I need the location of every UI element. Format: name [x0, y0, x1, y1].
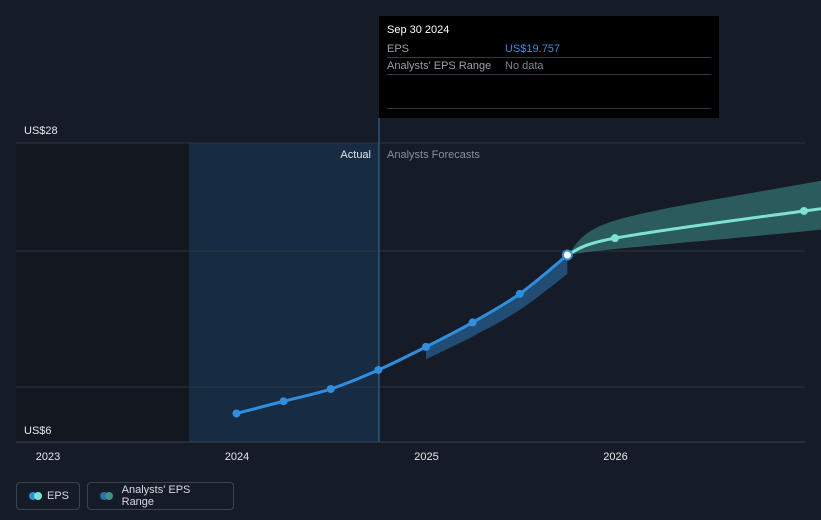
x-tick-label: 2026	[603, 451, 627, 463]
eps-swatch-icon	[29, 492, 42, 500]
legend-eps-button[interactable]: EPS	[16, 482, 80, 510]
tooltip: Sep 30 2024 EPS US$19.757 Analysts' EPS …	[379, 16, 719, 118]
eps-actual-point	[374, 365, 383, 374]
tooltip-range-label: Analysts' EPS Range	[387, 60, 492, 72]
actual-section-label: Actual	[340, 149, 371, 161]
eps-forecast-point	[611, 234, 619, 243]
tooltip-divider	[387, 57, 711, 58]
tooltip-date: Sep 30 2024	[387, 24, 450, 36]
tooltip-range-value: No data	[505, 60, 544, 72]
eps-actual-point	[468, 318, 477, 327]
eps-actual-point	[561, 249, 573, 261]
eps-actual-point	[515, 289, 524, 298]
forecast-section-label: Analysts Forecasts	[387, 149, 480, 161]
eps-actual-point	[422, 342, 430, 351]
eps-forecast-point	[800, 206, 808, 215]
tooltip-divider	[387, 108, 711, 109]
x-tick-label: 2025	[414, 451, 438, 463]
highlight-background	[189, 143, 379, 442]
range-swatch-icon	[100, 492, 114, 500]
eps-forecast-line	[565, 207, 821, 257]
tooltip-eps-value: US$19.757	[505, 43, 561, 55]
eps-actual-point	[279, 397, 288, 406]
eps-actual-point	[232, 409, 241, 418]
x-tick-label: 2024	[225, 451, 249, 463]
legend-range-button[interactable]: Analysts' EPS Range	[87, 482, 234, 510]
y-axis-max-label: US$28	[24, 125, 58, 137]
eps-actual-point	[326, 384, 335, 393]
actual-range-band	[426, 255, 568, 360]
y-axis-min-label: US$6	[24, 425, 52, 437]
tooltip-eps-label: EPS	[387, 43, 410, 55]
legend-range-label: Analysts' EPS Range	[121, 484, 191, 508]
past-background	[16, 143, 189, 442]
legend-eps-label: EPS	[46, 490, 69, 502]
x-tick-label: 2023	[36, 451, 60, 463]
tooltip-divider	[387, 74, 711, 75]
eps-actual-line	[234, 253, 569, 415]
